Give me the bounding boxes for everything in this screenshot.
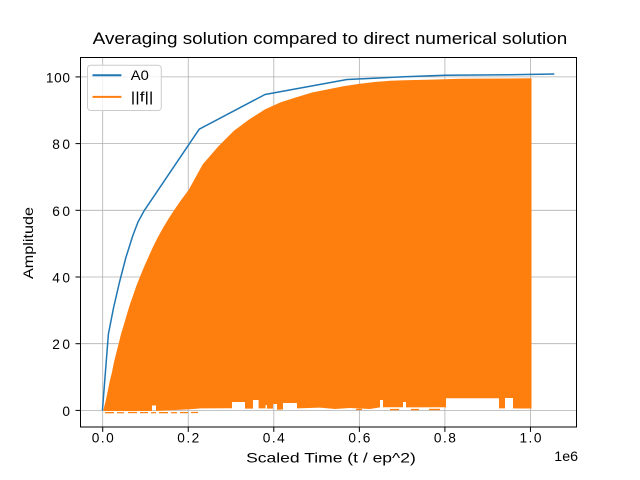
svg-text:Scaled Time (t / ep^2): Scaled Time (t / ep^2) xyxy=(246,451,416,466)
svg-text:A0: A0 xyxy=(131,68,149,83)
svg-text:0.4: 0.4 xyxy=(263,431,285,446)
svg-text:0: 0 xyxy=(62,404,70,419)
svg-text:Amplitude: Amplitude xyxy=(21,207,36,279)
svg-text:0.2: 0.2 xyxy=(177,431,199,446)
svg-text:1.0: 1.0 xyxy=(519,431,541,446)
svg-text:0.8: 0.8 xyxy=(434,431,456,446)
svg-text:0.0: 0.0 xyxy=(92,431,114,446)
svg-text:1e6: 1e6 xyxy=(554,449,578,464)
svg-text:0.6: 0.6 xyxy=(348,431,370,446)
svg-text:Averaging solution compared to: Averaging solution compared to direct nu… xyxy=(93,29,568,48)
svg-text:100: 100 xyxy=(46,70,70,85)
svg-text:||f||: ||f|| xyxy=(131,90,154,105)
